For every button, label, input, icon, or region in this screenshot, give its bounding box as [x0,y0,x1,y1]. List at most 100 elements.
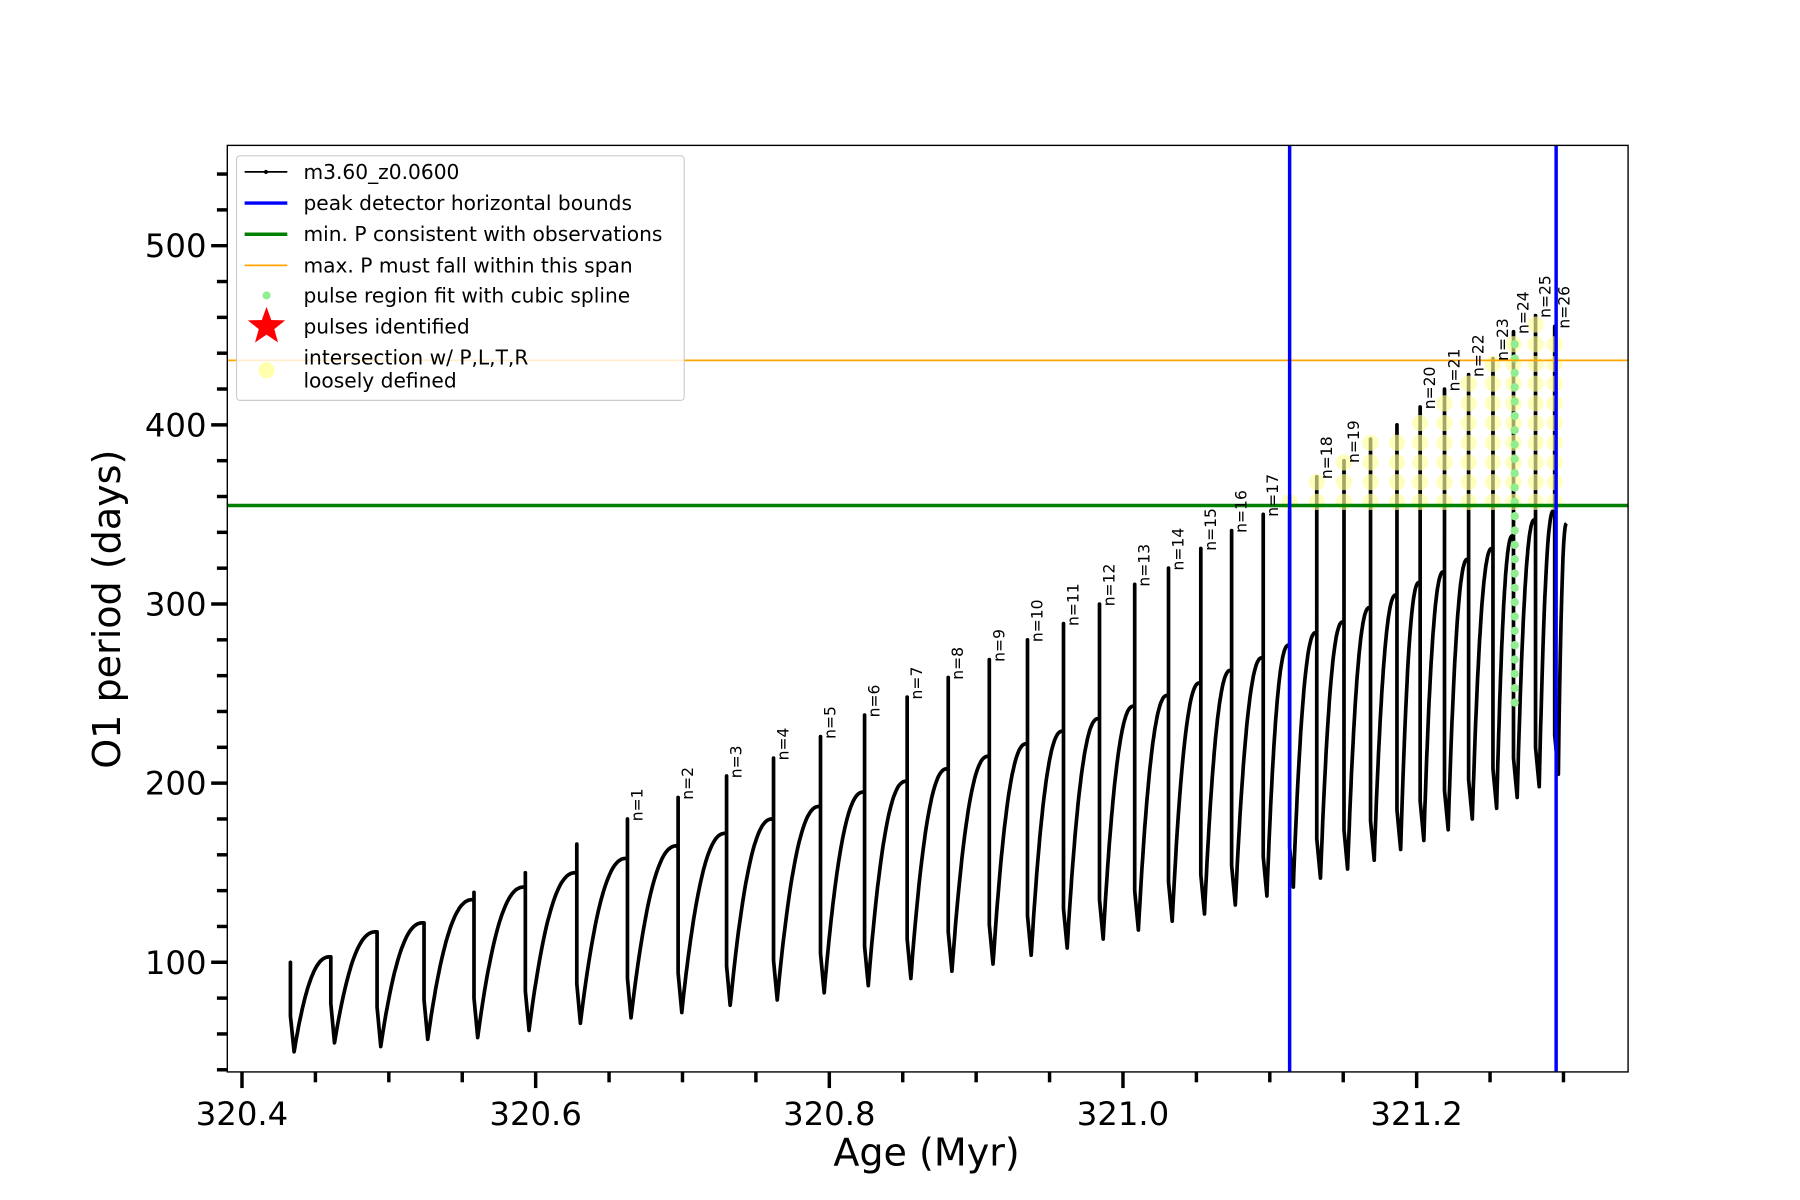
loosely-defined-circle [1460,434,1477,451]
legend-dot-marker [262,291,271,300]
spline-fit-dot [1510,397,1519,406]
pulse-label: n=5 [822,706,840,739]
legend-entry-label: pulses identified [303,314,469,338]
spline-fit-dot [1510,598,1519,607]
pulse-label: n=20 [1421,367,1439,410]
pulse-label: n=1 [628,788,646,821]
x-tick-label: 320.8 [783,1095,875,1133]
pulse-label: n=6 [866,685,884,718]
loosely-defined-circle [1388,493,1406,510]
loosely-defined-circle [1362,454,1379,471]
series-line [288,313,1568,1054]
x-tick-label: 320.6 [489,1095,581,1133]
legend-dot-marker [263,169,269,174]
plot-area: n=1 n=2 n=3 n=4 n=5 n=6 n=7 n=8 n=9 n=10 n=11 n=12 n… [227,145,1629,1072]
star-icon [247,306,286,343]
spline-fit-dot [1510,526,1519,535]
loosely-defined-circle [1484,414,1502,432]
spline-fit-dot [1510,454,1519,464]
y-axis-label: O1 period (days) [85,450,129,769]
loosely-defined-circle [1460,474,1477,491]
loosely-defined-circle [1527,474,1544,491]
spline-fit-dot [1510,655,1519,664]
pulse-label: n=14 [1169,528,1187,571]
spline-fit-dot [1510,583,1519,593]
spline-fit-dot [1510,626,1519,636]
spline-fit-dot [1510,669,1519,679]
x-tick-label: 320.4 [196,1095,288,1133]
loosely-defined-circle [1460,493,1477,510]
spline-fit-dot [1510,383,1519,392]
y-tick-label: 500 [145,227,207,265]
loosely-defined-circle [1484,454,1502,471]
loosely-defined-circle [1308,493,1325,510]
loosely-defined-circle [1484,493,1502,510]
spline-fit-dot [1510,426,1519,435]
loosely-defined-circle [1388,474,1406,491]
pulse-label: n=26 [1556,286,1574,329]
x-tick-label: 321.0 [1077,1095,1169,1133]
y-tick-label: 200 [145,765,207,803]
pulse-label: n=10 [1029,599,1047,642]
spline-fit-dot [1510,540,1519,550]
pulse-label: n=13 [1136,544,1154,587]
legend-entry-label: min. P consistent with observations [303,222,662,246]
pulse-label: n=18 [1318,436,1336,479]
loosely-defined-circle [1527,414,1544,432]
loosely-defined-circle [1308,474,1325,491]
pulse-label: n=19 [1345,420,1363,463]
pulse-label: n=17 [1264,474,1282,517]
legend-entry-label: m3.60_z0.0600 [303,160,459,184]
loosely-defined-circle [1436,414,1453,432]
loosely-defined-circle [1412,493,1429,510]
legend-entry-label: pulse region fit with cubic spline [303,283,630,307]
pulse-label: n=25 [1537,275,1555,318]
pulse-label: n=4 [775,727,793,760]
pulse-label: n=22 [1470,334,1488,377]
loosely-defined-circle [1460,414,1477,432]
spline-fit-dot [1510,512,1519,521]
spline-fit-dot [1510,684,1519,693]
loosely-defined-circle [1527,395,1544,412]
legend-entry-label: intersection w/ P,L,T,R [303,346,528,370]
loosely-defined-circle [1484,375,1502,392]
loosely-defined-circle [1527,493,1544,510]
loosely-defined-circle [1436,493,1453,510]
spline-fit-dot [1510,641,1519,650]
pulse-label: n=16 [1233,490,1251,533]
pulse-label: n=3 [728,745,746,778]
loosely-defined-circle [1460,454,1477,471]
loosely-defined-circle [1412,474,1429,491]
loosely-defined-circle [1436,434,1453,451]
pulse-label: n=2 [679,767,697,800]
spline-fit-dot [1510,411,1519,421]
loosely-defined-circle [1484,434,1502,451]
loosely-defined-circle [1527,375,1544,392]
loosely-defined-circle [1505,414,1522,432]
pulse-label: n=15 [1202,508,1220,551]
loosely-defined-circle [1388,454,1406,471]
y-tick-label: 300 [145,586,207,624]
spline-fit-dot [1510,368,1519,378]
legend-entry-label: peak detector horizontal bounds [303,191,632,215]
loosely-defined-circle [1436,474,1453,491]
spline-fit-dot [1510,698,1519,707]
loosely-defined-circle [1335,493,1353,510]
legend-circle-marker [258,362,275,379]
legend-entry-label: loosely defined [303,369,456,393]
spline-fit-dot [1510,483,1519,492]
spline-fit-dot [1510,569,1519,578]
pulse-label: n=23 [1494,318,1512,361]
loosely-defined-circle [1362,434,1379,451]
legend-box [235,155,685,401]
loosely-defined-circle [1436,454,1453,471]
loosely-defined-circle [1527,454,1544,471]
spline-fit-dot [1510,612,1519,621]
loosely-defined-circle [1335,474,1353,491]
loosely-defined-circle [1527,434,1544,451]
plot-marks [227,145,1629,1072]
axes-frame [226,144,1629,1073]
